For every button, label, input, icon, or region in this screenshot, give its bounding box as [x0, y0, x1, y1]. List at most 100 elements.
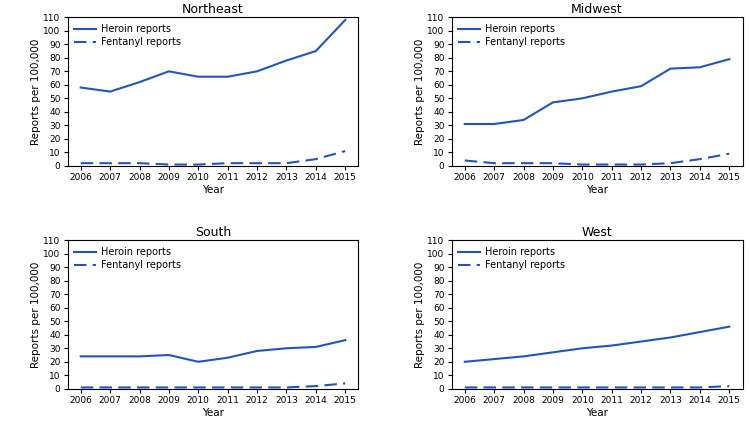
Line: Fentanyl reports: Fentanyl reports: [81, 151, 345, 165]
Heroin reports: [724, 324, 734, 329]
Heroin reports: [490, 121, 499, 127]
Fentanyl reports: [578, 162, 586, 167]
Heroin reports: [490, 356, 499, 362]
Fentanyl reports: [666, 161, 675, 166]
Heroin reports: [724, 57, 734, 62]
Fentanyl reports: [695, 156, 704, 162]
X-axis label: Year: Year: [202, 184, 224, 194]
Legend: Heroin reports, Fentanyl reports: Heroin reports, Fentanyl reports: [455, 244, 568, 273]
Fentanyl reports: [253, 161, 262, 166]
Title: South: South: [195, 226, 231, 239]
Heroin reports: [106, 354, 115, 359]
Fentanyl reports: [608, 385, 616, 390]
Line: Heroin reports: Heroin reports: [81, 20, 345, 92]
Fentanyl reports: [282, 385, 291, 390]
Heroin reports: [135, 354, 144, 359]
Fentanyl reports: [490, 161, 499, 166]
Heroin reports: [460, 359, 470, 364]
Heroin reports: [340, 17, 350, 22]
Heroin reports: [164, 353, 173, 358]
Legend: Heroin reports, Fentanyl reports: Heroin reports, Fentanyl reports: [71, 244, 184, 273]
Heroin reports: [666, 66, 675, 71]
Fentanyl reports: [106, 385, 115, 390]
Legend: Heroin reports, Fentanyl reports: Heroin reports, Fentanyl reports: [71, 21, 184, 50]
Line: Fentanyl reports: Fentanyl reports: [465, 154, 729, 165]
Fentanyl reports: [106, 161, 115, 166]
Fentanyl reports: [224, 385, 232, 390]
Heroin reports: [282, 346, 291, 351]
Y-axis label: Reports per 100,000: Reports per 100,000: [31, 261, 40, 368]
Heroin reports: [76, 354, 86, 359]
Heroin reports: [282, 58, 291, 63]
Heroin reports: [164, 69, 173, 74]
Y-axis label: Reports per 100,000: Reports per 100,000: [31, 38, 40, 145]
Title: Northeast: Northeast: [182, 3, 244, 16]
Fentanyl reports: [164, 162, 173, 167]
Heroin reports: [76, 85, 86, 90]
Fentanyl reports: [608, 162, 616, 167]
Fentanyl reports: [578, 385, 586, 390]
Heroin reports: [578, 346, 586, 351]
Heroin reports: [548, 350, 557, 355]
Line: Fentanyl reports: Fentanyl reports: [465, 386, 729, 388]
Fentanyl reports: [135, 385, 144, 390]
Line: Heroin reports: Heroin reports: [81, 340, 345, 362]
X-axis label: Year: Year: [586, 184, 608, 194]
Fentanyl reports: [76, 161, 86, 166]
Line: Heroin reports: Heroin reports: [465, 327, 729, 362]
Fentanyl reports: [340, 149, 350, 154]
Heroin reports: [637, 339, 646, 344]
Fentanyl reports: [164, 385, 173, 390]
Title: Midwest: Midwest: [572, 3, 622, 16]
Fentanyl reports: [311, 384, 320, 389]
Heroin reports: [608, 343, 616, 348]
Fentanyl reports: [76, 385, 86, 390]
Fentanyl reports: [490, 385, 499, 390]
Heroin reports: [666, 335, 675, 340]
Fentanyl reports: [135, 161, 144, 166]
Y-axis label: Reports per 100,000: Reports per 100,000: [415, 38, 424, 145]
Fentanyl reports: [637, 162, 646, 167]
Fentanyl reports: [224, 161, 232, 166]
Fentanyl reports: [253, 385, 262, 390]
X-axis label: Year: Year: [586, 407, 608, 417]
Heroin reports: [548, 100, 557, 105]
Fentanyl reports: [666, 385, 675, 390]
Line: Heroin reports: Heroin reports: [465, 59, 729, 124]
Heroin reports: [253, 69, 262, 74]
Heroin reports: [695, 330, 704, 335]
Title: West: West: [582, 226, 613, 239]
Fentanyl reports: [282, 161, 291, 166]
Heroin reports: [460, 121, 470, 127]
Fentanyl reports: [519, 161, 528, 166]
Y-axis label: Reports per 100,000: Reports per 100,000: [415, 261, 424, 368]
Fentanyl reports: [548, 161, 557, 166]
Heroin reports: [224, 74, 232, 79]
Fentanyl reports: [311, 156, 320, 162]
Heroin reports: [135, 79, 144, 85]
Heroin reports: [194, 74, 202, 79]
Line: Fentanyl reports: Fentanyl reports: [81, 383, 345, 388]
Heroin reports: [194, 359, 202, 364]
Heroin reports: [695, 65, 704, 70]
Fentanyl reports: [724, 151, 734, 156]
Heroin reports: [224, 355, 232, 360]
Fentanyl reports: [548, 385, 557, 390]
Heroin reports: [311, 48, 320, 54]
Heroin reports: [608, 89, 616, 94]
Fentanyl reports: [724, 384, 734, 389]
Fentanyl reports: [637, 385, 646, 390]
Heroin reports: [340, 337, 350, 343]
Heroin reports: [311, 344, 320, 349]
Heroin reports: [519, 118, 528, 123]
Fentanyl reports: [340, 381, 350, 386]
Fentanyl reports: [460, 158, 470, 163]
Fentanyl reports: [194, 385, 202, 390]
Fentanyl reports: [460, 385, 470, 390]
Fentanyl reports: [194, 162, 202, 167]
Legend: Heroin reports, Fentanyl reports: Heroin reports, Fentanyl reports: [455, 21, 568, 50]
Heroin reports: [637, 83, 646, 89]
Heroin reports: [519, 354, 528, 359]
X-axis label: Year: Year: [202, 407, 224, 417]
Heroin reports: [106, 89, 115, 94]
